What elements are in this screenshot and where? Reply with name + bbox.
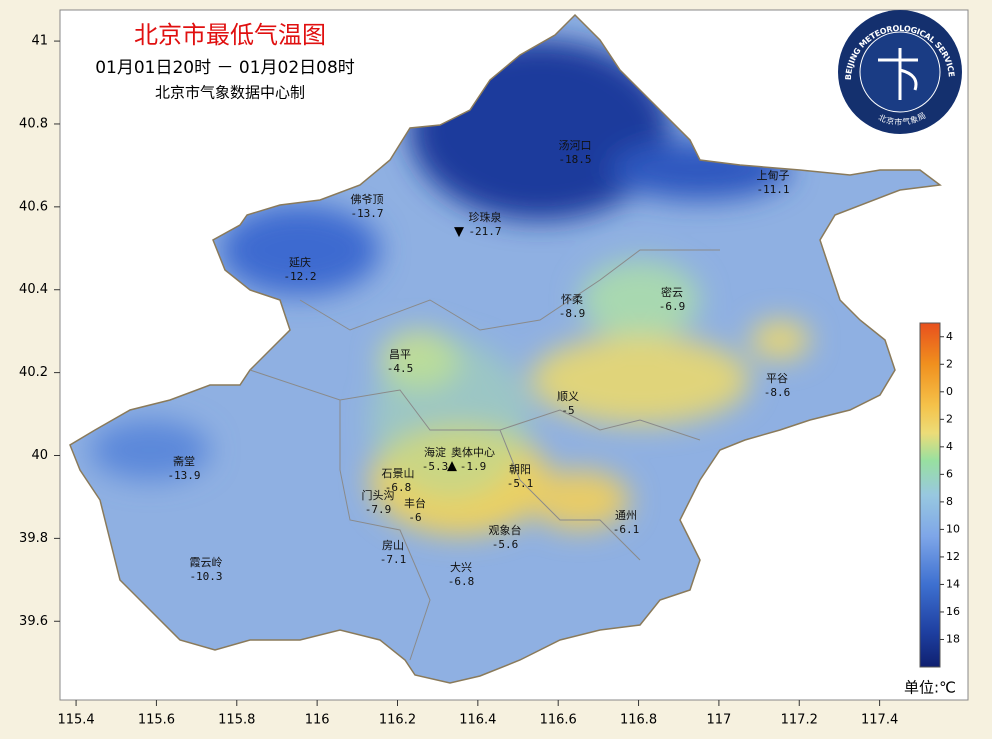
station-name: 密云 <box>661 285 683 299</box>
district-borders <box>249 249 720 661</box>
y-tick-label: 39.8 <box>19 531 48 546</box>
colorbar-label: 2 <box>946 357 953 370</box>
y-tick-label: 40.2 <box>19 365 48 380</box>
station-value: -12.2 <box>283 270 316 283</box>
colorbar-label: 8 <box>946 495 953 508</box>
period: 01月01日20时 － 01月02日08时 <box>95 58 355 78</box>
station-name: 通州 <box>615 509 637 522</box>
colorbar-label: 12 <box>946 550 960 563</box>
station-value: -5.1 <box>507 477 534 490</box>
station-name: 延庆 <box>289 255 311 269</box>
station-value: -10.3 <box>189 570 222 583</box>
y-tick-label: 40.8 <box>19 116 48 131</box>
station-value: -18.5 <box>558 153 591 166</box>
station-name: 奥体中心 <box>451 445 495 459</box>
station-name: 顺义 <box>557 390 579 403</box>
station-name: 石景山 <box>382 467 415 480</box>
x-tick-label: 116.8 <box>620 713 657 728</box>
station-value: -21.7 <box>468 225 501 238</box>
station-name: 大兴 <box>450 560 472 574</box>
x-tick-label: 116.4 <box>459 713 496 728</box>
station-value: -6 <box>408 511 421 524</box>
station-name: 房山 <box>382 539 404 552</box>
station-name: 丰台 <box>404 496 426 510</box>
station-name: 上甸子 <box>757 169 790 182</box>
x-tick-label: 115.4 <box>57 713 94 728</box>
station-value: -6.8 <box>385 481 412 494</box>
station-name: 平谷 <box>766 372 788 385</box>
station-value: -6.1 <box>613 523 640 536</box>
station-name: 霞云岭 <box>190 555 223 569</box>
station-name: 佛爷顶 <box>351 192 384 206</box>
colorbar-label: 2 <box>946 412 953 425</box>
y-tick-label: 39.6 <box>19 614 48 629</box>
station-marker: ▲ <box>447 459 457 474</box>
y-tick-label: 41 <box>31 34 48 49</box>
x-tick-label: 117.2 <box>781 713 818 728</box>
title: 北京市最低气温图 <box>134 21 326 49</box>
station-value: -5.6 <box>492 538 519 551</box>
colorbar-label: 10 <box>946 522 960 535</box>
station-name: 珍珠泉 <box>469 210 502 224</box>
station-value: -13.9 <box>167 469 200 482</box>
station-value: -6.9 <box>659 300 686 313</box>
station-name: 海淀 <box>424 445 446 459</box>
x-tick-label: 116.6 <box>540 713 577 728</box>
station-value: -11.1 <box>756 183 789 196</box>
station-value: -4.5 <box>387 362 414 375</box>
colorbar <box>919 322 941 668</box>
station-value: -7.1 <box>380 553 407 566</box>
colorbar-label: 16 <box>946 605 960 618</box>
station-name: 昌平 <box>389 348 411 361</box>
station-value: -8.9 <box>559 307 586 320</box>
x-tick-label: 116.2 <box>379 713 416 728</box>
station-value: -13.7 <box>350 207 383 220</box>
colorbar-label: 0 <box>946 385 953 398</box>
x-tick-label: 117.4 <box>861 713 898 728</box>
station-marker: ▼ <box>454 225 464 240</box>
colorbar-label: 4 <box>946 440 953 453</box>
y-tick-label: 40 <box>31 448 48 463</box>
station-value: -5.3 <box>422 460 449 473</box>
y-tick-label: 40.4 <box>19 282 48 297</box>
station-value: -5 <box>561 404 574 417</box>
producer: 北京市气象数据中心制 <box>155 84 305 102</box>
station-value: -8.6 <box>764 386 791 399</box>
x-tick-label: 117 <box>706 713 731 728</box>
x-tick-label: 115.6 <box>138 713 175 728</box>
colorbar-label: 6 <box>946 467 953 480</box>
y-tick-label: 40.6 <box>19 199 48 214</box>
unit-label: 单位:℃ <box>904 679 956 697</box>
station-value: -7.9 <box>365 503 392 516</box>
colorbar-label: 18 <box>946 632 960 645</box>
station-value: -1.9 <box>460 460 487 473</box>
station-name: 观象台 <box>489 523 522 537</box>
station-name: 斋堂 <box>173 454 195 468</box>
x-tick-label: 116 <box>305 713 330 728</box>
logo: BEIJING METEOROLOGICAL SERVICE 北京市气象局 <box>838 10 962 134</box>
x-tick-label: 115.8 <box>218 713 255 728</box>
station-name: 朝阳 <box>509 463 531 476</box>
station-value: -6.8 <box>448 575 475 588</box>
colorbar-label: 14 <box>946 577 960 590</box>
station-name: 怀柔 <box>561 293 583 306</box>
station-name: 汤河口 <box>559 138 592 152</box>
colorbar-label: 4 <box>946 330 953 343</box>
station-name: 门头沟 <box>362 488 395 502</box>
